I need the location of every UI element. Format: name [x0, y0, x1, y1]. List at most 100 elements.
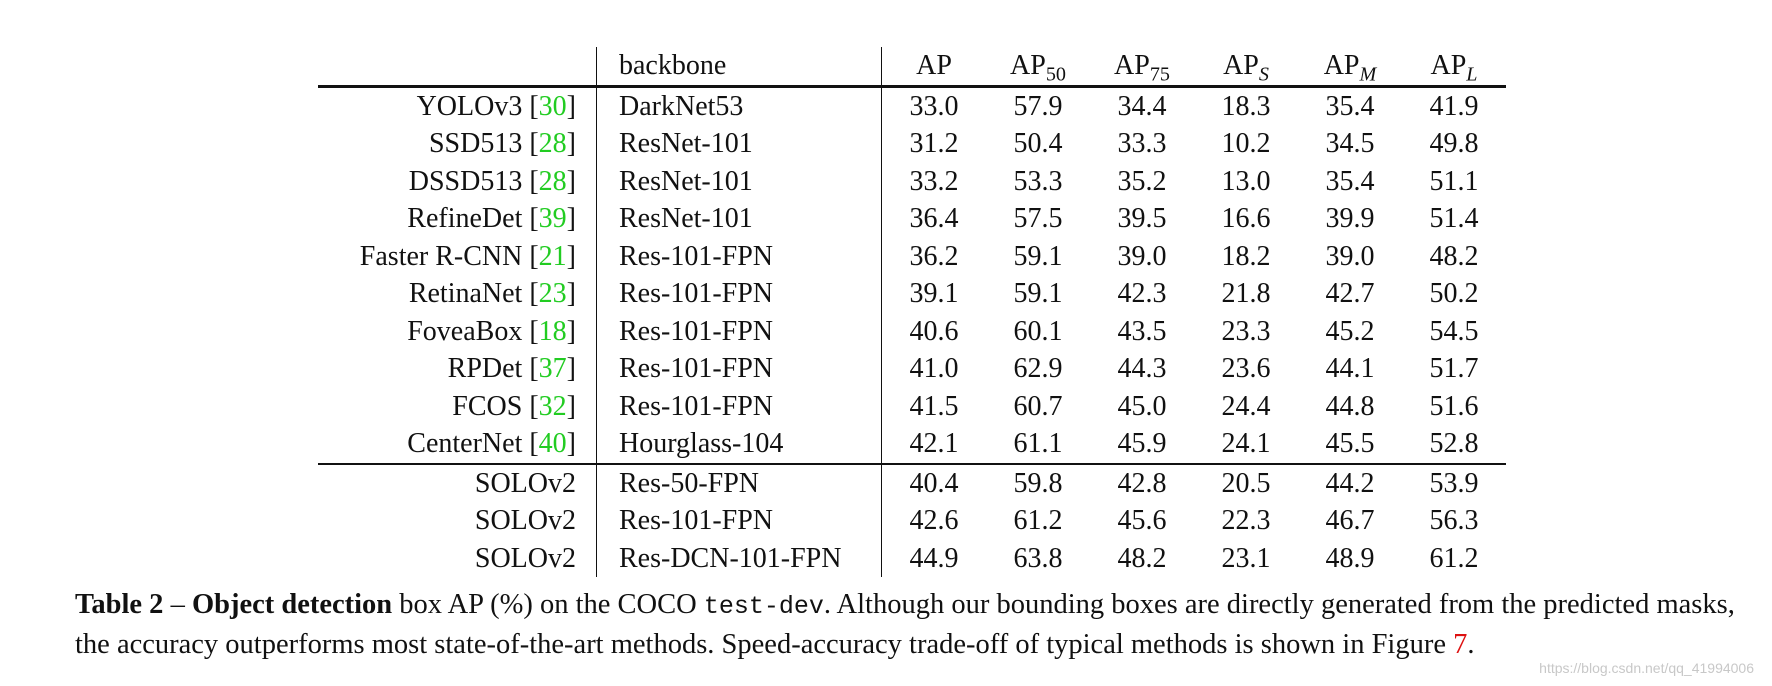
citation-link[interactable]: 37: [538, 353, 567, 384]
aps-cell: 10.2: [1221, 128, 1271, 159]
apm-cell: 48.9: [1325, 542, 1375, 574]
backbone-cell: DarkNet53: [596, 86, 882, 125]
ap75-cell: 34.4: [1117, 90, 1167, 122]
header-backbone: backbone: [596, 47, 882, 88]
apm-cell: 34.5: [1325, 128, 1375, 159]
ap50-cell: 53.3: [1013, 165, 1063, 197]
citation-link[interactable]: 39: [538, 203, 567, 234]
ap75-cell: 42.3: [1117, 278, 1167, 309]
ap-cell: 40.4: [881, 462, 986, 502]
ap-cell: 42.6: [909, 505, 959, 536]
ap-cell: 36.2: [909, 240, 959, 272]
citation-link[interactable]: 32: [538, 390, 567, 422]
apm-cell: 44.8: [1325, 390, 1375, 422]
ap-cell: 33.0: [909, 90, 959, 122]
apl-cell: 61.2: [1429, 542, 1479, 574]
ap50-cell: 59.8: [986, 462, 1090, 502]
backbone-cell: Res-101-FPN: [596, 350, 882, 388]
ap50-cell: 59.1: [1013, 278, 1063, 309]
citation-link[interactable]: 40: [538, 428, 567, 459]
apm-cell: 35.4: [1325, 165, 1375, 197]
apl-cell: 51.7: [1429, 353, 1479, 384]
apl-cell: 54.5: [1429, 315, 1479, 347]
backbone-cell: ResNet-101: [596, 125, 882, 163]
ap50-cell: 57.9: [1013, 90, 1063, 122]
apm-cell: 35.4: [1325, 90, 1375, 122]
aps-cell: 23.6: [1221, 353, 1271, 384]
header-apm: APM: [1298, 47, 1402, 88]
method-cell: CenterNet [40]: [318, 425, 597, 464]
ap50-cell: 63.8: [1013, 542, 1063, 574]
ap75-cell: 39.0: [1117, 240, 1167, 272]
method-cell: RefineDet [39]: [318, 200, 597, 238]
table-row: SOLOv2 Res-101-FPN 42.6 61.2 45.6 22.3 4…: [318, 502, 1506, 540]
table-header-row: backbone AP AP50 AP75 APS APM APL: [318, 47, 1506, 88]
ap-cell: 33.2: [909, 165, 959, 197]
table-row: SSD513 [28] ResNet-101 31.2 50.4 33.3 10…: [318, 125, 1506, 163]
citation-link[interactable]: 18: [538, 315, 567, 347]
citation-link[interactable]: 28: [538, 128, 567, 159]
apl-cell: 49.8: [1429, 128, 1479, 159]
caption-code: test-dev: [703, 592, 824, 621]
ap75-cell: 48.2: [1117, 542, 1167, 574]
apm-cell: 42.7: [1325, 278, 1375, 309]
table-row: CenterNet [40] Hourglass-104 42.1 61.1 4…: [318, 425, 1506, 464]
ap50-cell: 62.9: [1013, 353, 1063, 384]
citation-link[interactable]: 21: [538, 240, 567, 272]
apm-cell: 45.5: [1325, 428, 1375, 459]
citation-link[interactable]: 28: [538, 165, 567, 197]
apm-cell: 46.7: [1325, 505, 1375, 536]
apl-cell: 53.9: [1402, 462, 1506, 502]
ap50-cell: 60.7: [1013, 390, 1063, 422]
method-cell: SSD513 [28]: [318, 125, 597, 163]
header-apl: APL: [1402, 47, 1506, 88]
method-cell: FCOS [32]: [318, 387, 597, 425]
table-row: FCOS [32] Res-101-FPN 41.5 60.7 45.0 24.…: [318, 387, 1506, 425]
ap50-cell: 57.5: [1013, 203, 1063, 234]
backbone-cell: Res-101-FPN: [596, 237, 882, 275]
method-cell: SOLOv2: [318, 502, 597, 540]
aps-cell: 13.0: [1221, 165, 1271, 197]
table-row: YOLOv3 [30] DarkNet53 33.0 57.9 34.4 18.…: [318, 86, 1506, 125]
apl-cell: 50.2: [1429, 278, 1479, 309]
citation-link[interactable]: 23: [538, 278, 567, 309]
backbone-cell: Res-101-FPN: [596, 387, 882, 425]
ap75-cell: 39.5: [1117, 203, 1167, 234]
header-method: [318, 47, 597, 88]
citation-link[interactable]: 30: [538, 90, 567, 122]
table-row: DSSD513 [28] ResNet-101 33.2 53.3 35.2 1…: [318, 162, 1506, 200]
aps-cell: 23.3: [1221, 315, 1271, 347]
backbone-cell: ResNet-101: [596, 162, 882, 200]
apl-cell: 56.3: [1429, 505, 1479, 536]
ap75-cell: 45.6: [1117, 505, 1167, 536]
table-row: SOLOv2 Res-50-FPN 40.4 59.8 42.8 20.5 44…: [318, 462, 1506, 502]
table-row: Faster R-CNN [21] Res-101-FPN 36.2 59.1 …: [318, 237, 1506, 275]
ap-cell: 40.6: [909, 315, 959, 347]
ap50-cell: 61.1: [1013, 428, 1063, 459]
ap50-cell: 59.1: [1013, 240, 1063, 272]
table-row: RetinaNet [23] Res-101-FPN 39.1 59.1 42.…: [318, 275, 1506, 313]
backbone-cell: Res-101-FPN: [596, 312, 882, 350]
apm-cell: 45.2: [1325, 315, 1375, 347]
ap75-cell: 43.5: [1117, 315, 1167, 347]
aps-cell: 24.4: [1221, 390, 1271, 422]
ap75-cell: 35.2: [1117, 165, 1167, 197]
table-row: RPDet [37] Res-101-FPN 41.0 62.9 44.3 23…: [318, 350, 1506, 388]
apm-cell: 39.9: [1325, 203, 1375, 234]
method-cell: FoveaBox [18]: [318, 312, 597, 350]
ap50-cell: 60.1: [1013, 315, 1063, 347]
method-cell: Faster R-CNN [21]: [318, 237, 597, 275]
results-table: backbone AP AP50 AP75 APS APM APL YOLOv3…: [318, 47, 1506, 577]
caption-label: Table 2 – Object detection: [75, 589, 393, 620]
ap-cell: 42.1: [909, 428, 959, 459]
header-ap50: AP50: [986, 47, 1090, 88]
aps-cell: 18.2: [1221, 240, 1271, 272]
backbone-cell: Res-DCN-101-FPN: [596, 539, 882, 577]
apl-cell: 51.1: [1429, 165, 1479, 197]
aps-cell: 16.6: [1221, 203, 1271, 234]
ap75-cell: 33.3: [1117, 128, 1167, 159]
method-cell: SOLOv2: [318, 539, 597, 577]
figure-ref-link[interactable]: 7: [1453, 629, 1468, 660]
method-cell: YOLOv3 [30]: [318, 86, 597, 125]
ap50-cell: 61.2: [1013, 505, 1063, 536]
